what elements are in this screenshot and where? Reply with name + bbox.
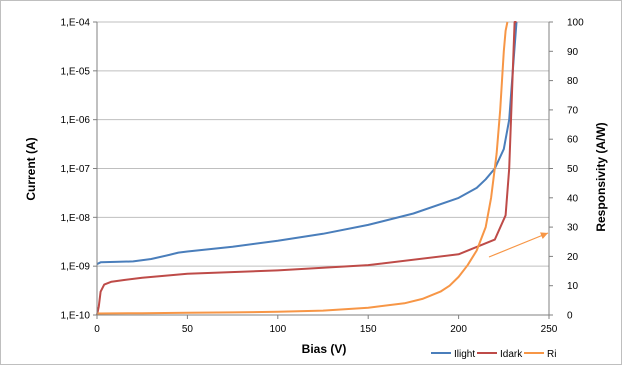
right-tick-label-10: 100 <box>567 18 584 29</box>
left-tick-label-4: 1,E-06 <box>61 115 91 126</box>
left-tick-label-0: 1,E-10 <box>61 311 91 322</box>
left-tick-label-3: 1,E-07 <box>61 164 91 175</box>
left-tick-label-6: 1,E-04 <box>61 18 91 29</box>
right-tick-label-6: 60 <box>567 135 579 146</box>
right-tick-label-0: 0 <box>567 311 573 322</box>
x-tick-label-1: 50 <box>182 324 194 335</box>
series-line-ri <box>96 21 509 315</box>
x-axis-title: Bias (V) <box>302 342 347 356</box>
legend-label-ri: Ri <box>547 349 556 360</box>
legend: Ilight Idark Ri <box>431 349 556 360</box>
right-tick-label-9: 90 <box>567 47 579 58</box>
x-tick-label-3: 150 <box>360 324 377 335</box>
right-axis-title: Responsivity (A/W) <box>594 122 608 231</box>
right-tick-label-1: 10 <box>567 281 579 292</box>
series-line-idark <box>96 21 517 316</box>
left-tick-label-5: 1,E-05 <box>61 66 91 77</box>
left-tick-label-2: 1,E-08 <box>61 213 91 224</box>
axes-layer <box>93 21 553 319</box>
ticks-layer: 1,E-10 1,E-09 1,E-08 1,E-07 1,E-06 1,E-05 1,E-… <box>61 18 585 336</box>
right-tick-label-4: 40 <box>567 193 579 204</box>
annotation-arrow <box>488 232 549 258</box>
legend-label-ilight: Ilight <box>454 349 475 360</box>
series-line-ilight <box>96 21 518 265</box>
left-tick-label-1: 1,E-09 <box>61 262 91 273</box>
grid-layer <box>97 21 549 267</box>
right-tick-label-8: 80 <box>567 76 579 87</box>
legend-label-idark: Idark <box>500 349 523 360</box>
right-tick-label-2: 20 <box>567 252 579 263</box>
right-tick-label-3: 30 <box>567 223 579 234</box>
x-tick-label-4: 200 <box>450 324 467 335</box>
right-tick-label-7: 70 <box>567 105 579 116</box>
x-tick-label-5: 250 <box>541 324 558 335</box>
series-layer <box>96 21 518 316</box>
right-tick-label-5: 50 <box>567 164 579 175</box>
x-tick-label-0: 0 <box>94 324 100 335</box>
left-axis-title: Current (A) <box>24 137 38 200</box>
x-tick-label-2: 100 <box>269 324 286 335</box>
